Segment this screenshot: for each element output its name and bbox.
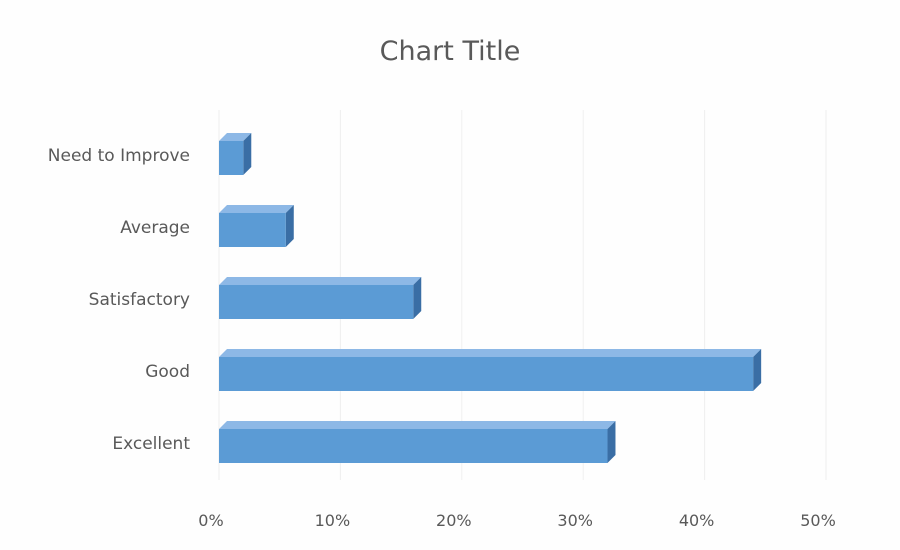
x-tick-label: 50% — [800, 511, 836, 530]
bar-average — [219, 205, 294, 247]
x-tick-label: 20% — [436, 511, 472, 530]
category-label: Good — [145, 362, 190, 382]
x-tick-label: 30% — [557, 511, 593, 530]
x-tick-label: 10% — [315, 511, 351, 530]
category-label: Average — [120, 218, 190, 238]
bar-need-to-improve — [219, 133, 252, 175]
bar-excellent — [219, 421, 616, 463]
bars — [219, 133, 762, 463]
bar-good — [219, 349, 762, 391]
bar-satisfactory — [219, 277, 422, 319]
category-label: Excellent — [112, 434, 190, 454]
category-labels: Excellent Good Satisfactory Average Need to … — [48, 146, 191, 454]
category-label: Need to Improve — [48, 146, 190, 166]
chart-title: Chart Title — [379, 36, 521, 67]
x-tick-label: 40% — [679, 511, 715, 530]
category-label: Satisfactory — [89, 290, 190, 310]
x-axis-ticks: 0% 10% 20% 30% 40% 50% — [198, 511, 835, 530]
x-tick-label: 0% — [198, 511, 223, 530]
